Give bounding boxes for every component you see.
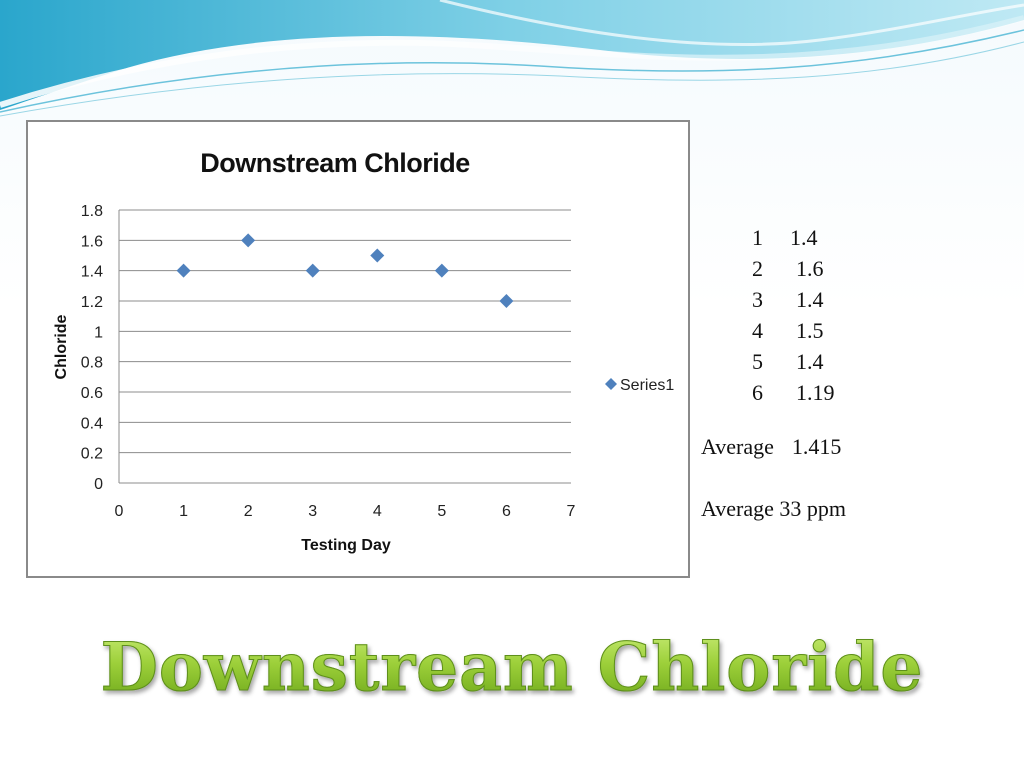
table-row: 3 1.4 [748, 284, 868, 315]
chart-gridlines [118, 209, 571, 484]
value-cell: 1.5 [796, 318, 824, 343]
header-wave-decoration [0, 0, 1024, 117]
y-tick-label: 0.2 [81, 446, 103, 463]
table-row: 2 1.6 [748, 253, 868, 284]
y-tick-label: 0.4 [81, 415, 103, 432]
x-tick-label: 0 [115, 503, 124, 520]
y-tick-label: 0 [94, 476, 103, 493]
day-cell: 1 [752, 225, 763, 250]
value-cell: 1.4 [790, 225, 818, 250]
chart-title: Downstream Chloride [200, 148, 470, 178]
day-cell: 2 [752, 256, 763, 281]
average-value: 1.415 [791, 434, 842, 459]
x-tick-label: 7 [567, 503, 576, 520]
table-row: 1 1.4 [748, 222, 868, 253]
y-tick-label: 1.2 [81, 294, 103, 311]
legend-label-series1: Series1 [620, 377, 674, 394]
day-cell: 6 [752, 380, 763, 405]
y-tick-label: 0.8 [81, 355, 103, 372]
x-tick-label: 3 [308, 503, 317, 520]
table-row: 6 1.19 [748, 377, 868, 408]
day-cell: 4 [752, 318, 763, 343]
average-ppm: Average 33 ppm [701, 496, 846, 521]
data-point [434, 263, 449, 278]
value-cell: 1.6 [796, 256, 824, 281]
x-tick-label: 6 [502, 503, 511, 520]
x-tick-label: 5 [437, 503, 446, 520]
x-axis-title: Testing Day [301, 537, 391, 554]
average-label: Average [701, 434, 774, 459]
value-cell: 1.19 [796, 380, 835, 405]
chart-markers [176, 233, 514, 308]
chart-legend: Series1 [605, 377, 674, 394]
y-tick-label: 1.6 [81, 233, 103, 250]
data-point [499, 294, 514, 308]
y-tick-label: 1 [94, 324, 103, 341]
y-tick-label: 1.4 [81, 264, 103, 281]
table-row: 4 1.5 [748, 315, 868, 346]
data-point [370, 248, 385, 263]
data-point [241, 233, 256, 248]
x-tick-label: 2 [244, 503, 253, 520]
data-point [176, 263, 191, 278]
data-point [305, 263, 320, 278]
y-axis-title: Chloride [53, 314, 70, 379]
data-table: 1 1.4 2 1.6 3 1.4 4 1.5 5 1.4 6 1.19 [748, 222, 868, 408]
day-cell: 5 [752, 349, 763, 374]
y-tick-label: 1.8 [81, 203, 103, 220]
legend-marker-series1 [605, 378, 617, 390]
y-axis-ticks: 0 0.2 0.4 0.6 0.8 1 1.2 1.4 1.6 1.8 [81, 203, 103, 493]
x-axis-ticks: 0 1 2 3 4 5 6 7 [115, 503, 576, 520]
chart-container: Downstream Chloride 0 0.2 0.4 0.6 0.8 1 1.2 1.4… [26, 120, 690, 578]
y-tick-label: 0.6 [81, 385, 103, 402]
average-row: Average 1.415 [701, 434, 841, 460]
value-cell: 1.4 [796, 349, 824, 374]
value-cell: 1.4 [796, 287, 824, 312]
table-row: 5 1.4 [748, 346, 868, 377]
day-cell: 3 [752, 287, 763, 312]
x-tick-label: 4 [373, 503, 382, 520]
slide-title: Downstream Chloride [0, 628, 1024, 707]
x-tick-label: 1 [179, 503, 188, 520]
chart: Downstream Chloride 0 0.2 0.4 0.6 0.8 1 1.2 1.4… [53, 148, 674, 554]
